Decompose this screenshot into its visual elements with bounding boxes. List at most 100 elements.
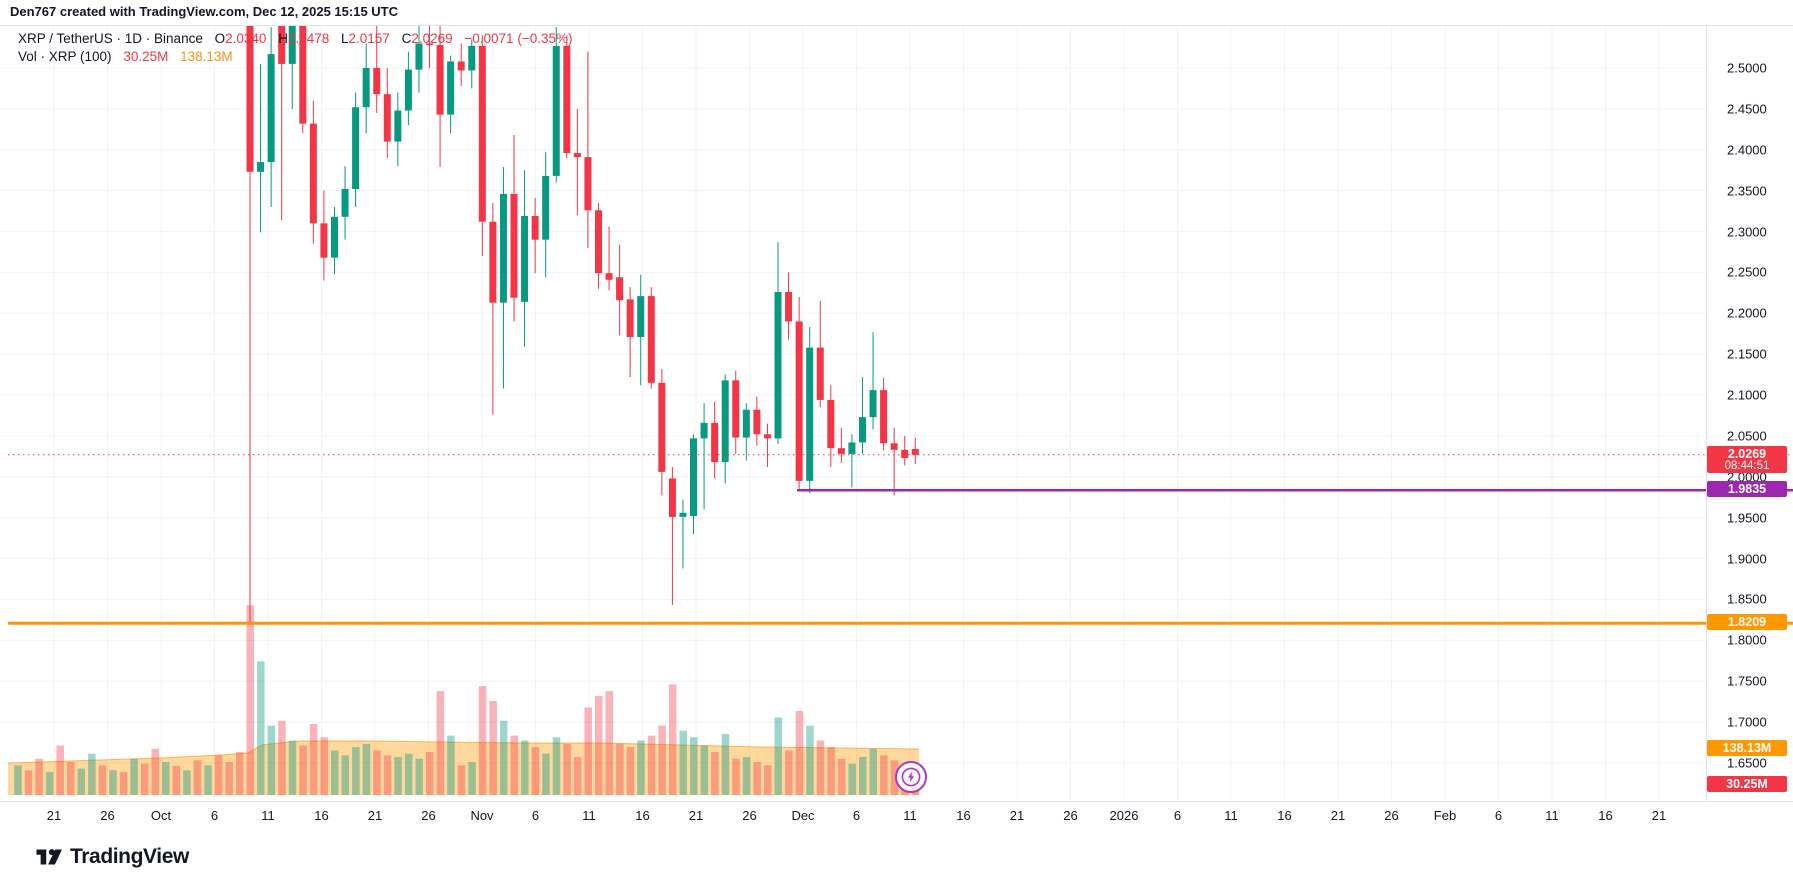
price-axis-label: 2.4000 [1727,142,1767,158]
volume-bar [35,758,43,795]
volume-bar [880,755,888,795]
volume-bar [140,763,149,795]
candle-body [901,449,909,458]
open-value: 2.0340 [225,31,267,46]
price-axis-label: 2.1500 [1727,346,1767,362]
volume-bar [859,757,867,795]
volume-bar [763,765,772,795]
lightning-button[interactable] [895,761,927,793]
volume-bar [616,743,624,795]
candle-body [499,193,507,303]
volume-bar [806,725,814,795]
volume-bar [309,724,318,795]
change-value: −0.0071 (−0.35%) [464,31,573,46]
time-axis-label: 26 [421,808,436,823]
volume-bar [288,740,297,795]
candle-body [827,399,835,449]
candle-body [457,61,465,71]
tradingview-logo[interactable]: TradingView [35,845,189,869]
time-axis-label: 11 [261,808,275,823]
time-axis-label: 11 [1545,808,1559,823]
volume-bar [45,771,54,795]
candle-body [246,26,254,172]
time-axis[interactable]: 21 26 Oct 6 11 16 21 26 Nov 6 11 16 21 26 Dec 6 11 16 21 26… [0,801,1793,836]
time-axis-label: 6 [210,808,219,823]
candle-body [426,43,434,46]
close-value: 2.0269 [411,31,453,46]
volume-bar [700,745,709,795]
candle-body [320,223,328,258]
volume-bar [162,762,170,795]
volume-bar [426,752,434,795]
price-axis-label: 2.4500 [1727,101,1767,117]
volume-bar [785,750,793,795]
volume-bar [404,753,413,795]
time-axis-label: 11 [903,808,917,823]
candle-body [404,69,412,111]
candle-body [742,409,750,438]
candle-body [552,45,560,176]
support-price-badge: 1.9835 [1707,481,1787,498]
candle-body [573,153,581,158]
volume-bar [584,707,592,795]
volume-bar [573,757,582,795]
last-price-badge: 2.0269 08:44:51 [1707,445,1787,473]
candle-body [352,107,360,190]
time-axis-label: 26 [1063,808,1078,823]
volume-bar [890,760,899,795]
time-axis-label: 16 [1277,808,1292,823]
volume-bar [721,733,730,795]
volume-bar [869,748,878,795]
candle-body [626,299,634,337]
candle-body [890,443,898,450]
price-axis-label: 2.3000 [1727,224,1767,240]
candle-body [911,449,919,455]
volume-bar [119,771,128,795]
volume-bar [478,686,487,795]
volume-bar [668,684,677,795]
pane-top-border [0,25,1793,26]
candle-body [489,221,497,303]
candle-body [837,448,845,454]
volume-bar [521,740,529,795]
volume-bar [130,758,138,795]
symbol-legend[interactable]: XRP / TetherUS · 1D · Binance O2.0340 H2… [18,30,572,66]
candle-body [288,26,296,64]
close-label: C [401,31,412,46]
volume-bar [795,710,804,795]
time-axis-label: 21 [1651,808,1667,823]
time-axis-label: 11 [582,808,596,823]
time-axis-label: Nov [470,808,494,823]
volume-bar [77,768,86,795]
candle-body [774,292,782,439]
price-axis[interactable]: 2.5000 2.4500 2.4000 2.3500 2.3000 2.2500 2.20… [1706,25,1793,801]
volume-bar [595,696,603,795]
candle-body [521,215,529,302]
ohlc-row: XRP / TetherUS · 1D · Binance O2.0340 H2… [18,30,572,48]
high-value: 2.0478 [287,31,330,46]
volume-bar [172,765,181,795]
candle-body [763,434,771,439]
candle-body [267,54,275,163]
volume-ma-area [8,741,919,795]
volume-bar [341,755,350,795]
volume-bar [542,753,550,795]
volume-bar [88,753,96,795]
volume-indicator-label: Vol · XRP (100) [18,49,112,64]
last-price-value: 2.0269 [1727,446,1767,461]
time-axis-label: 6 [531,808,540,823]
time-axis-label: 6 [852,808,861,823]
lightning-icon [901,767,921,787]
candle-body [721,380,729,463]
candle-body [257,162,265,172]
time-axis-label: 26 [100,808,115,823]
candle-body [848,442,856,454]
price-axis-label: 2.2500 [1727,264,1767,280]
volume-bar [204,765,212,795]
time-axis-label: 21 [46,808,62,823]
candle-body [341,189,349,217]
volume-bar [373,750,381,795]
volume-bar [510,735,519,795]
tradingview-logo-text: TradingView [70,845,189,868]
